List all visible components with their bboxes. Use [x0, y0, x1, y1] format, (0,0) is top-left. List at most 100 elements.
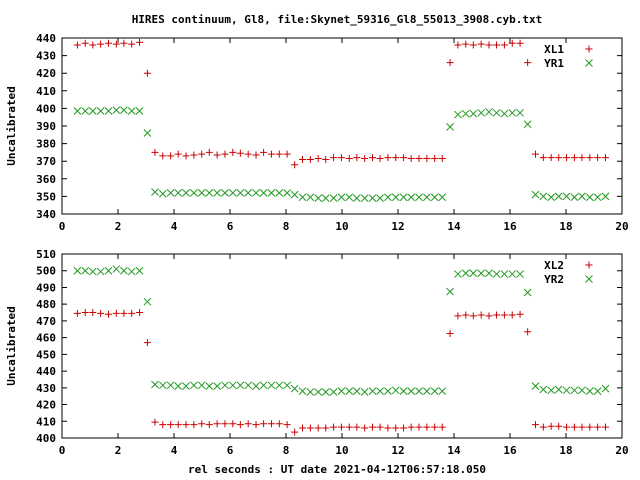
- data-point: [554, 385, 563, 394]
- data-point: [143, 339, 151, 347]
- data-point: [345, 423, 353, 431]
- data-point: [283, 421, 291, 429]
- data-point: [360, 194, 369, 203]
- data-point: [198, 150, 206, 158]
- data-point: [384, 193, 392, 202]
- data-point: [422, 193, 431, 202]
- x-tick-label: 2: [115, 220, 122, 233]
- data-point: [81, 107, 90, 115]
- legend-marker: [585, 261, 593, 269]
- data-point: [469, 109, 478, 118]
- data-point: [360, 388, 369, 396]
- y-tick-label: 450: [36, 348, 56, 361]
- data-point: [570, 154, 578, 162]
- data-point: [461, 109, 470, 118]
- data-point: [228, 381, 237, 390]
- data-point: [221, 420, 229, 428]
- x-tick-label: 18: [559, 444, 572, 457]
- series-XL2: [73, 309, 609, 436]
- data-point: [500, 311, 508, 319]
- data-point: [601, 384, 610, 393]
- y-tick-label: 350: [36, 190, 56, 203]
- legend-label: YR2: [544, 273, 564, 286]
- data-point: [563, 423, 571, 431]
- data-point: [291, 161, 299, 169]
- data-point: [539, 192, 548, 201]
- data-point: [244, 189, 253, 197]
- data-point: [391, 193, 400, 202]
- data-point: [384, 387, 392, 396]
- data-point: [352, 194, 361, 203]
- y-axis-label: Uncalibrated: [5, 306, 18, 385]
- data-point: [345, 193, 354, 202]
- data-point: [96, 107, 105, 115]
- data-point: [275, 189, 284, 197]
- data-point: [127, 267, 136, 276]
- data-point: [578, 192, 586, 201]
- x-tick-label: 0: [59, 444, 66, 457]
- data-point: [135, 107, 144, 115]
- data-point: [182, 421, 190, 429]
- data-point: [376, 194, 384, 203]
- data-point: [158, 189, 167, 198]
- data-point: [361, 155, 369, 163]
- data-point: [120, 106, 128, 115]
- data-point: [508, 311, 516, 319]
- y-tick-label: 410: [36, 85, 56, 98]
- data-point: [174, 382, 183, 390]
- x-tick-label: 8: [283, 220, 290, 233]
- data-point: [601, 192, 610, 201]
- data-point: [337, 154, 345, 162]
- x-tick-label: 4: [171, 220, 178, 233]
- data-point: [361, 424, 369, 432]
- data-point: [213, 420, 221, 428]
- data-point: [275, 381, 284, 390]
- data-point: [236, 421, 244, 429]
- data-point: [369, 154, 377, 162]
- data-point: [407, 193, 416, 202]
- legend-label: XL2: [544, 259, 564, 272]
- plot-frame: [61, 253, 623, 439]
- data-point: [252, 151, 260, 159]
- data-point: [345, 387, 354, 396]
- data-point: [415, 423, 423, 431]
- y-tick-label: 500: [36, 265, 56, 278]
- series-XL1: [73, 38, 609, 169]
- data-point: [322, 424, 330, 432]
- legend-marker: [585, 275, 593, 283]
- data-point: [469, 312, 477, 320]
- data-point: [477, 269, 486, 278]
- data-point: [431, 423, 439, 431]
- data-point: [555, 154, 563, 162]
- data-point: [555, 422, 563, 430]
- y-axis-label: Uncalibrated: [5, 86, 18, 165]
- data-point: [578, 423, 586, 431]
- data-point: [236, 149, 244, 157]
- data-point: [547, 154, 555, 162]
- y-tick-label: 400: [36, 432, 56, 445]
- data-point: [337, 387, 346, 396]
- data-point: [531, 190, 540, 199]
- x-tick-label: 8: [283, 444, 290, 457]
- data-point: [213, 382, 221, 390]
- data-point: [88, 267, 97, 276]
- data-point: [275, 150, 283, 158]
- data-point: [454, 41, 462, 49]
- data-point: [81, 39, 89, 47]
- data-point: [290, 190, 299, 199]
- data-point: [594, 154, 602, 162]
- data-point: [562, 192, 571, 201]
- data-point: [391, 386, 400, 395]
- data-point: [508, 108, 517, 117]
- data-point: [524, 328, 532, 336]
- x-tick-label: 6: [227, 220, 234, 233]
- data-point: [306, 388, 315, 396]
- data-point: [236, 381, 245, 390]
- data-point: [539, 154, 547, 162]
- data-point: [221, 381, 229, 390]
- data-point: [500, 270, 509, 278]
- data-point: [275, 420, 283, 428]
- data-point: [244, 381, 253, 390]
- data-point: [97, 40, 105, 48]
- data-point: [330, 423, 338, 431]
